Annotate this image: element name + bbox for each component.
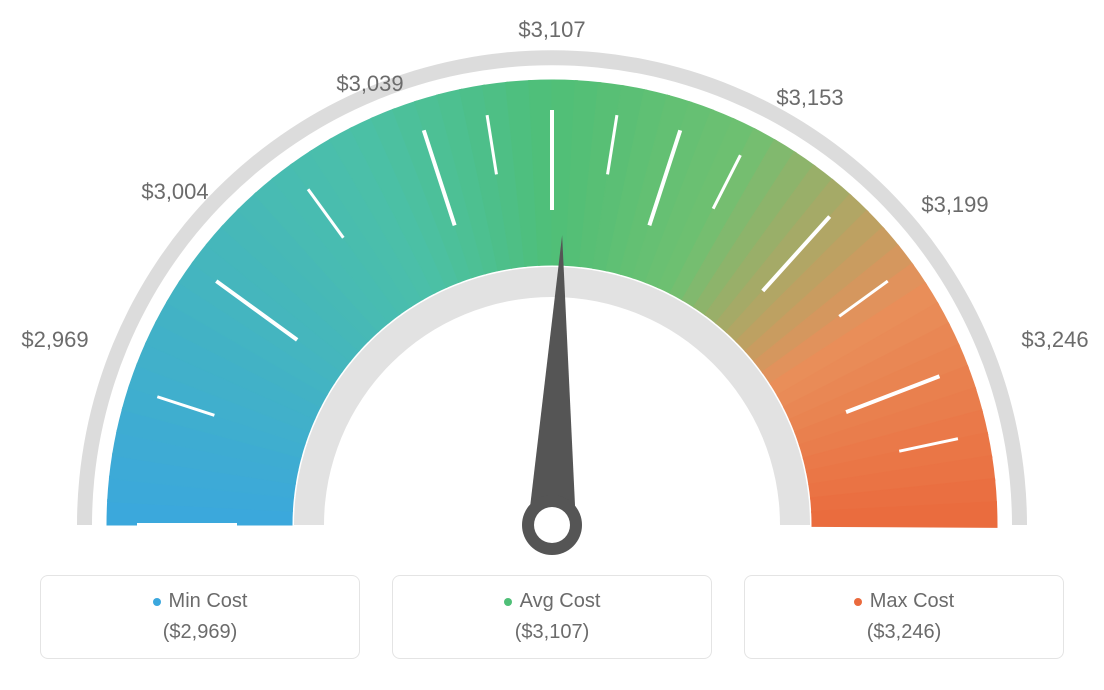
legend-avg-box: Avg Cost ($3,107) (392, 575, 712, 659)
legend-min-label: Min Cost (169, 590, 248, 613)
legend-avg-value: ($3,107) (413, 621, 691, 644)
legend-avg-label: Avg Cost (520, 590, 601, 613)
dot-icon (504, 598, 512, 606)
dot-icon (153, 598, 161, 606)
gauge-tick-label: $3,199 (921, 192, 988, 218)
gauge-tick-label: $2,969 (21, 327, 88, 353)
gauge-tick-label: $3,153 (776, 85, 843, 111)
legend-avg-title: Avg Cost (504, 590, 601, 613)
gauge-tick-label: $3,107 (518, 17, 585, 43)
legend-min-title: Min Cost (153, 590, 248, 613)
gauge-tick-label: $3,246 (1021, 327, 1088, 353)
gauge-tick-label: $3,004 (141, 179, 208, 205)
legend-max-label: Max Cost (870, 590, 954, 613)
dot-icon (854, 598, 862, 606)
legend-max-box: Max Cost ($3,246) (744, 575, 1064, 659)
gauge-chart: $2,969 $3,004 $3,039 $3,107 $3,153 $3,199 $3,2… (0, 0, 1104, 555)
legend-min-box: Min Cost ($2,969) (40, 575, 360, 659)
legend-min-value: ($2,969) (61, 621, 339, 644)
gauge-tick-label: $3,039 (336, 71, 403, 97)
legend-max-value: ($3,246) (765, 621, 1043, 644)
legend-row: Min Cost ($2,969) Avg Cost ($3,107) Max … (0, 575, 1104, 659)
legend-max-title: Max Cost (854, 590, 954, 613)
gauge-svg (0, 0, 1104, 555)
